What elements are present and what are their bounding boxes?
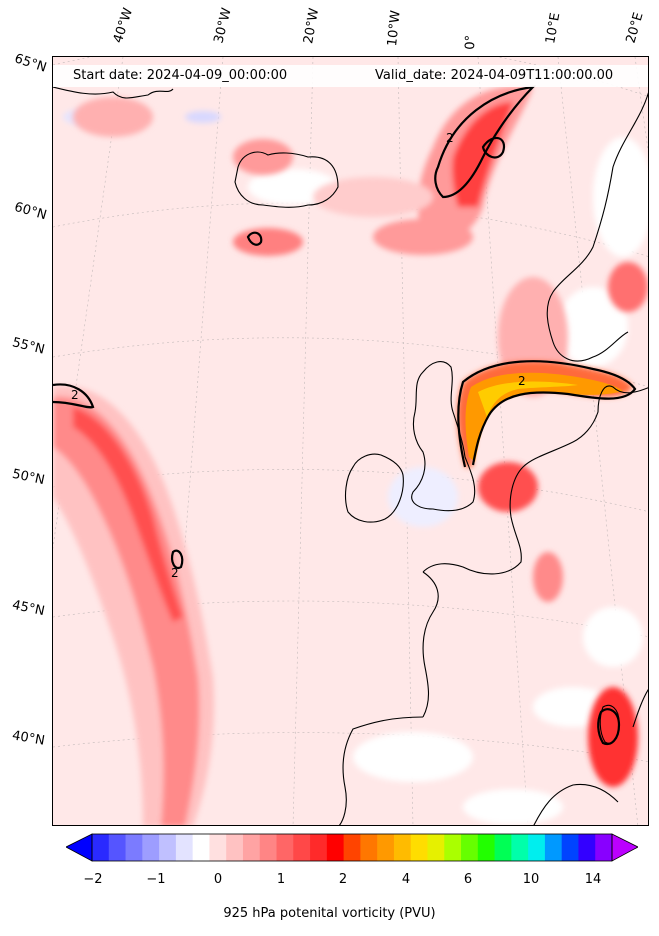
colorbar-tick-label: 4	[401, 872, 411, 887]
colorbar-cell	[276, 834, 294, 861]
colorbar-cell	[343, 834, 361, 861]
colorbar-cell	[108, 834, 127, 861]
lon-label-0: 0°	[463, 34, 479, 50]
colorbar-cell	[595, 834, 613, 861]
lon-label-20e: 20°E	[623, 10, 647, 45]
lat-label-55n: 55°N	[10, 335, 47, 358]
colorbar-cell	[561, 834, 579, 861]
pv-band-west	[53, 386, 214, 825]
start-date-label: Start date: 2024-04-09_00:00:00	[73, 68, 288, 83]
colorbar-cell	[326, 834, 345, 861]
pv-features-north	[73, 86, 648, 397]
mediterranean-coast	[533, 783, 619, 825]
colorbar-cell	[360, 834, 378, 861]
italy-coast	[632, 689, 648, 728]
biscay-coast	[422, 571, 439, 718]
colorbar-cell	[377, 834, 395, 861]
colorbar-cell	[293, 834, 311, 861]
pv-contour-2	[53, 85, 637, 746]
lon-label-40w: 40°W	[110, 6, 137, 45]
europe-north-coast	[422, 385, 648, 575]
valid-date-label: Valid_date: 2024-04-09T11:00:00.00	[375, 68, 614, 83]
colorbar-cell	[125, 834, 143, 861]
colorbar-cell	[159, 834, 177, 861]
scandinavia-outline	[546, 92, 648, 362]
date-banner: Start date: 2024-04-09_00:00:00 Valid_da…	[53, 65, 648, 87]
colorbar-tick-label: 10	[522, 872, 540, 887]
colorbar-cell	[528, 834, 546, 861]
colorbar-tick-label: −1	[146, 872, 166, 887]
lon-label-20w: 20°W	[301, 7, 323, 46]
lon-label-10e: 10°E	[543, 11, 564, 45]
lat-label-50n: 50°N	[10, 466, 46, 489]
colorbar-cell	[192, 834, 210, 861]
map-panel: 2 2 2 2 Start date: 2024-04-09_00:00:00 …	[52, 56, 649, 826]
colorbar-cell	[427, 834, 445, 861]
colorbar-cell	[259, 834, 278, 861]
colorbar-extend-high	[611, 833, 638, 862]
iberia-outline	[338, 716, 424, 825]
contour-label-east: 2	[518, 374, 526, 388]
lat-label-45n: 45°N	[10, 597, 46, 620]
lon-label-10w: 10°W	[385, 9, 404, 48]
low-pv-patches	[63, 109, 648, 825]
colorbar-cell	[92, 834, 110, 861]
great-britain-outline	[411, 361, 476, 512]
lat-label-40n: 40°N	[10, 728, 46, 749]
ireland-outline	[344, 453, 404, 523]
colorbar-cell	[175, 834, 194, 861]
colorbar-tick-label: −2	[83, 872, 103, 887]
colorbar-cell	[310, 834, 328, 861]
colorbar-cell	[461, 834, 479, 861]
colorbar-cell	[393, 834, 412, 861]
colorbar-tick-label: 6	[463, 872, 473, 887]
colorbar-tick-label: 14	[584, 872, 602, 887]
colorbar	[66, 833, 638, 862]
contour-label-north: 2	[446, 131, 454, 145]
colorbar-tick-label: 0	[213, 872, 223, 887]
colorbar-cell	[544, 834, 563, 861]
lat-label-65n: 65°N	[12, 51, 49, 76]
contour-label-west: 2	[71, 388, 79, 402]
colorbar-cell	[477, 834, 496, 861]
colorbar-cells	[92, 834, 613, 861]
colorbar-cell	[142, 834, 160, 861]
colorbar-tick-label: 2	[338, 872, 348, 887]
colorbar-border	[91, 833, 613, 862]
colorbar-cell	[494, 834, 512, 861]
colorbar-cell	[209, 834, 227, 861]
lat-label-60n: 60°N	[12, 199, 49, 224]
colorbar-cell	[242, 834, 261, 861]
colorbar-cell	[410, 834, 428, 861]
iceland-outline	[234, 151, 339, 208]
colorbar-cell	[578, 834, 596, 861]
colorbar-cell	[444, 834, 462, 861]
colorbar-label: 925 hPa potenital vorticity (PVU)	[223, 906, 436, 921]
colorbar-tick-label: 1	[276, 872, 286, 887]
colorbar-extend-low	[66, 833, 93, 862]
colorbar-cell	[226, 834, 244, 861]
colorbar-cell	[511, 834, 529, 861]
contour-label-atlantic: 2	[171, 566, 179, 580]
pv-field-map: 2 2 2 2	[53, 57, 648, 825]
lon-label-30w: 30°W	[211, 6, 235, 46]
